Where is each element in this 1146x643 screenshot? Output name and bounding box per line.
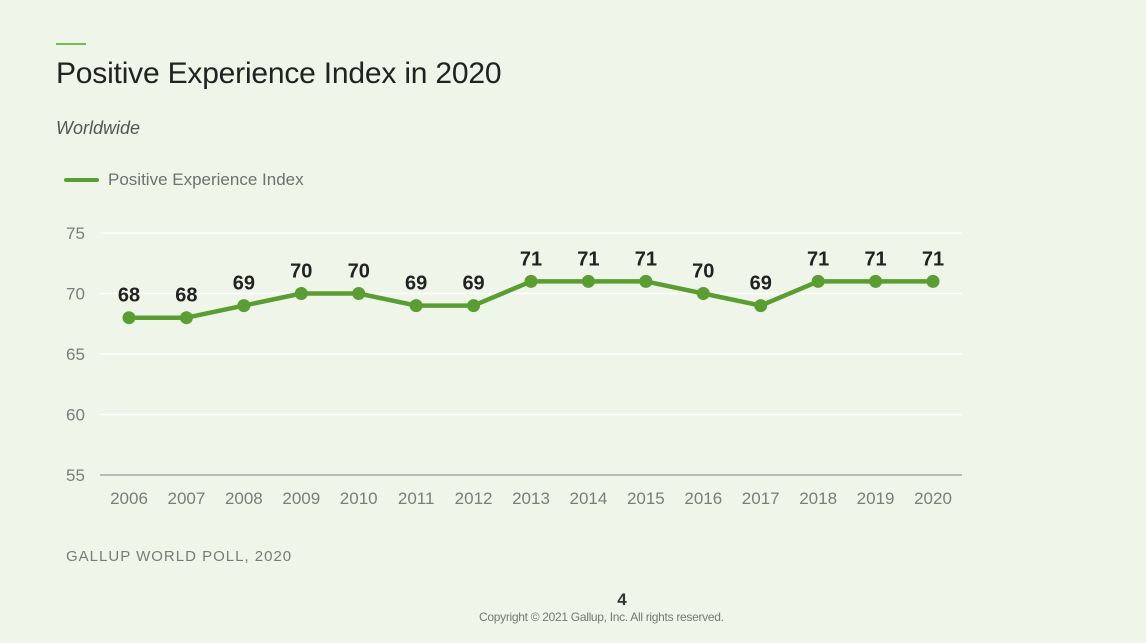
x-axis: 2006 2007 2008 2009 2010 2011 2012 2013 2014 2015… xyxy=(100,474,962,508)
y-tick-label: 60 xyxy=(66,406,85,425)
data-point xyxy=(179,311,193,325)
x-tick-label: 2012 xyxy=(455,489,493,508)
x-tick-label: 2009 xyxy=(282,489,320,508)
page-number: 4 xyxy=(617,590,627,609)
data-point xyxy=(237,299,251,313)
x-tick-label: 2019 xyxy=(857,489,895,508)
gridlines xyxy=(100,232,962,416)
x-tick-label: 2018 xyxy=(799,489,837,508)
data-point xyxy=(639,274,653,288)
data-point xyxy=(409,299,423,313)
data-label: 69 xyxy=(233,273,255,295)
data-point xyxy=(524,274,538,288)
data-label: 69 xyxy=(750,273,772,295)
x-tick-label: 2017 xyxy=(742,489,780,508)
x-tick-label: 2013 xyxy=(512,489,550,508)
x-tick-label: 2007 xyxy=(168,489,206,508)
data-label: 71 xyxy=(635,248,657,270)
data-point xyxy=(926,274,940,288)
data-label: 70 xyxy=(348,261,370,283)
series xyxy=(122,274,940,325)
x-tick-label: 2015 xyxy=(627,489,665,508)
data-point xyxy=(352,287,366,300)
data-label: 71 xyxy=(807,248,829,270)
legend: Positive Experience Index xyxy=(64,170,304,190)
y-tick-label: 55 xyxy=(66,466,85,485)
data-label: 70 xyxy=(692,261,714,283)
data-label: 71 xyxy=(922,248,944,270)
title-accent-bar xyxy=(56,43,86,45)
y-tick-label: 75 xyxy=(66,224,85,243)
data-point xyxy=(869,274,883,288)
data-point xyxy=(122,311,136,325)
data-point xyxy=(696,287,710,300)
data-point xyxy=(581,274,595,288)
x-tick-label: 2016 xyxy=(684,489,722,508)
data-label: 71 xyxy=(864,248,886,270)
copyright-text: Copyright © 2021 Gallup, Inc. All rights… xyxy=(479,610,724,624)
data-label: 70 xyxy=(290,261,312,283)
data-label: 68 xyxy=(175,285,197,307)
data-point xyxy=(467,299,481,313)
x-tick-label: 2008 xyxy=(225,489,263,508)
x-tick-label: 2011 xyxy=(398,489,435,508)
y-axis: 55 60 65 70 75 xyxy=(66,224,85,485)
data-labels: 68 68 69 70 70 69 69 71 71 71 70 69 71 71 71 xyxy=(118,248,944,306)
y-tick-label: 70 xyxy=(66,285,85,304)
source-note: GALLUP WORLD POLL, 2020 xyxy=(66,548,293,565)
x-tick-label: 2006 xyxy=(110,489,148,508)
chart-title: Positive Experience Index in 2020 xyxy=(56,57,502,90)
y-tick-label: 65 xyxy=(66,345,85,364)
legend-swatch xyxy=(64,178,99,182)
chart-subtitle: Worldwide xyxy=(56,118,141,138)
legend-label: Positive Experience Index xyxy=(108,170,304,189)
x-tick-label: 2020 xyxy=(914,489,952,508)
data-label: 71 xyxy=(577,248,599,270)
data-point xyxy=(754,299,768,313)
x-tick-label: 2010 xyxy=(340,489,378,508)
data-label: 69 xyxy=(405,273,427,295)
x-tick-label: 2014 xyxy=(570,489,608,508)
data-point xyxy=(294,287,308,300)
data-label: 68 xyxy=(118,285,140,307)
data-label: 69 xyxy=(462,273,484,295)
data-label: 71 xyxy=(520,248,542,270)
data-point xyxy=(811,274,825,288)
